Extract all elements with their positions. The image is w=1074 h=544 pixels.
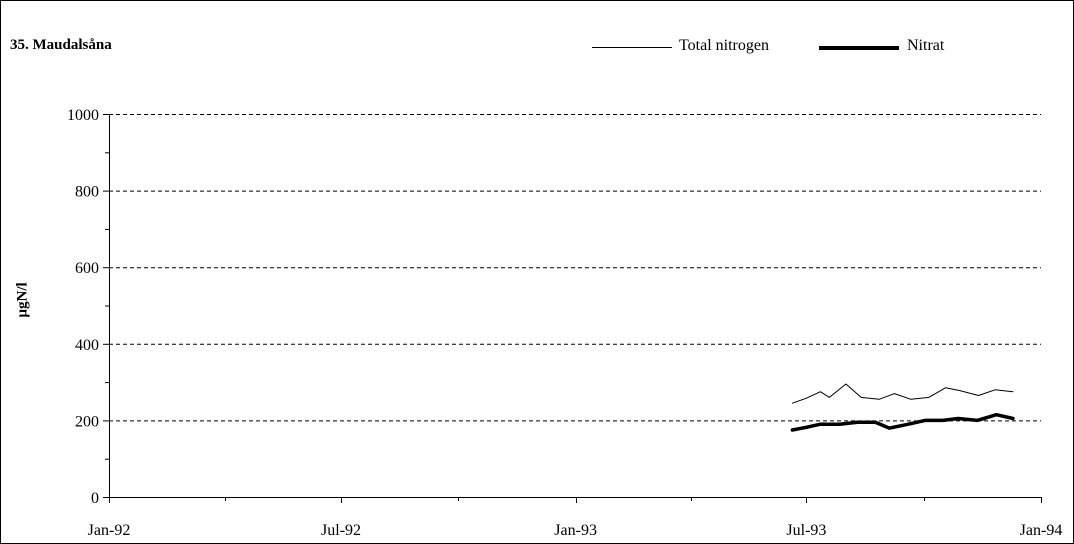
legend-label-total-nitrogen: Total nitrogen [679,37,769,54]
legend-swatch-total-nitrogen [592,47,672,48]
x-tick-label-0: Jan-92 [88,522,131,539]
legend-label-nitrat: Nitrat [907,37,945,54]
chart-title: 35. Maudalsåna [10,37,112,53]
y-tick-label-5: 1000 [67,107,99,124]
series-line-total-nitrogen [791,383,1014,404]
y-tick-label-3: 600 [75,260,99,277]
x-tick-label-3: Jul-93 [786,522,826,539]
y-tick-label-4: 800 [75,184,99,201]
y-tick-label-0: 0 [91,490,99,507]
x-tick-label-4: Jan-94 [1020,522,1063,539]
x-tick-label-2: Jan-93 [554,522,597,539]
y-tick-label-1: 200 [75,413,99,430]
y-tick-label-2: 400 [75,337,99,354]
legend-swatch-nitrat [819,46,899,50]
series-line-nitrat [790,412,1015,432]
x-tick-label-1: Jul-92 [321,522,361,539]
